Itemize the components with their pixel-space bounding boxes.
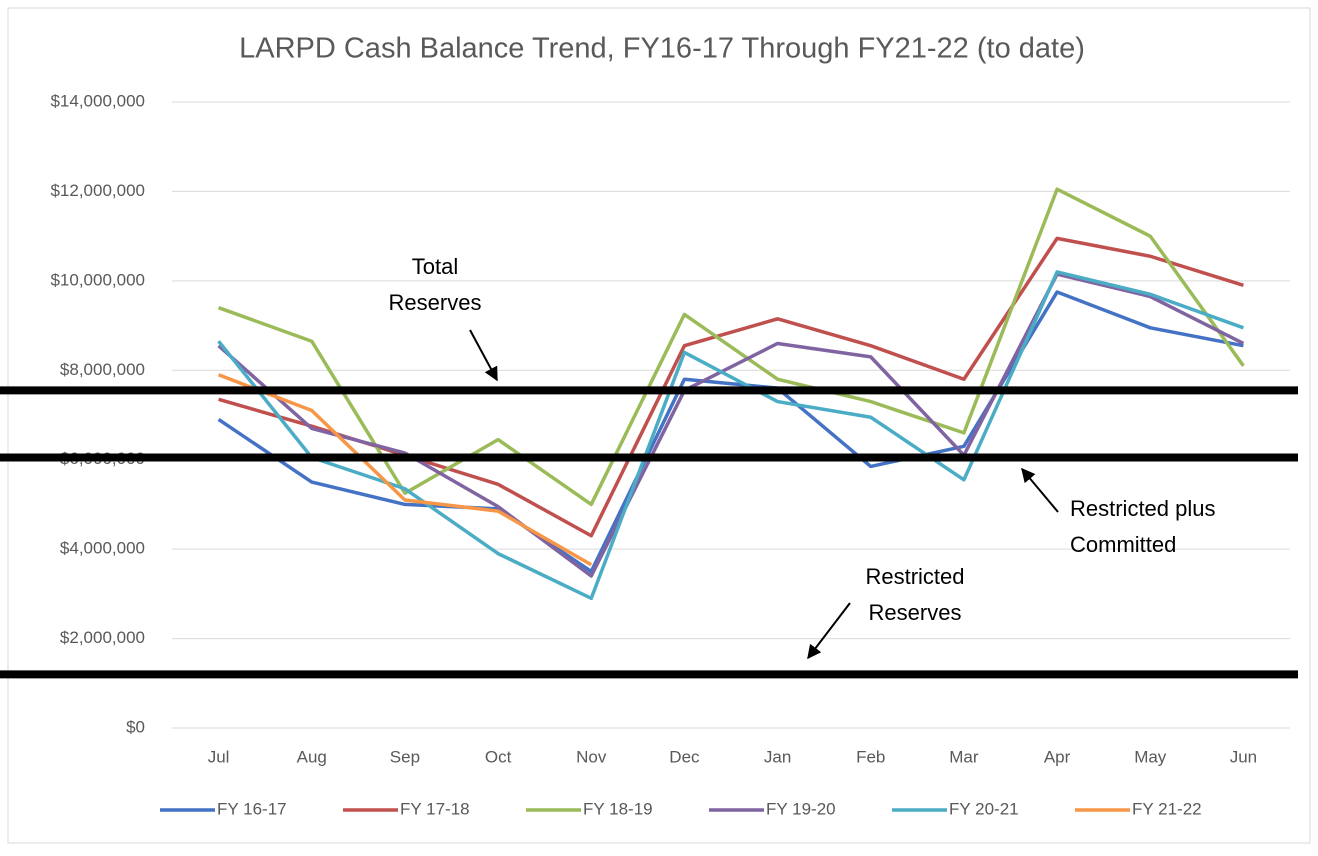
reference-lines: Total Reserves Restricted plus Committed Res… bbox=[0, 254, 1298, 679]
series-line bbox=[217, 290, 1244, 574]
legend-label: FY 21-22 bbox=[1132, 799, 1202, 818]
y-tick-label: $10,000,000 bbox=[50, 270, 145, 289]
arrow bbox=[469, 329, 498, 382]
x-tick-label: Feb bbox=[856, 747, 885, 766]
legend-label: FY 16-17 bbox=[217, 799, 287, 818]
legend-label: FY 19-20 bbox=[766, 799, 836, 818]
x-tick-label: Nov bbox=[576, 747, 607, 766]
x-tick-label: Dec bbox=[669, 747, 700, 766]
legend-label: FY 17-18 bbox=[400, 799, 470, 818]
annotation: Reserves bbox=[389, 290, 482, 315]
x-tick-label: Sep bbox=[390, 747, 420, 766]
series-line bbox=[217, 272, 1245, 578]
x-tick-label: Jan bbox=[764, 747, 791, 766]
legend-label: FY 18-19 bbox=[583, 799, 653, 818]
y-tick-label: $8,000,000 bbox=[60, 360, 145, 379]
y-tick-label: $14,000,000 bbox=[50, 91, 145, 110]
x-tick-label: May bbox=[1134, 747, 1167, 766]
annotation: Committed bbox=[1070, 532, 1176, 557]
y-tick-label: $2,000,000 bbox=[60, 628, 145, 647]
x-tick-label: Mar bbox=[949, 747, 979, 766]
series-line bbox=[217, 373, 593, 567]
chart-title: LARPD Cash Balance Trend, FY16-17 Throug… bbox=[239, 33, 1085, 65]
annotation: Restricted plus bbox=[1070, 496, 1216, 521]
x-tick-label: Aug bbox=[297, 747, 327, 766]
arrow bbox=[1021, 467, 1059, 513]
x-tick-label: Jun bbox=[1230, 747, 1257, 766]
annotation: Restricted bbox=[865, 564, 964, 589]
legend-label: FY 20-21 bbox=[949, 799, 1019, 818]
series-line bbox=[217, 187, 1245, 507]
legend: FY 16-17 FY 17-18 FY 18-19 FY 19-20 FY 20-21… bbox=[160, 799, 1202, 818]
y-tick-label: $0 bbox=[126, 717, 145, 736]
annotation: Total bbox=[412, 254, 458, 279]
annotation: Reserves bbox=[869, 600, 962, 625]
chart-border bbox=[7, 7, 1311, 844]
grid: $0$2,000,000$4,000,000$6,000,000$8,000,0… bbox=[50, 91, 1290, 766]
x-tick-label: Apr bbox=[1044, 747, 1071, 766]
y-tick-label: $4,000,000 bbox=[60, 539, 145, 558]
x-tick-label: Oct bbox=[485, 747, 512, 766]
x-tick-label: Jul bbox=[208, 747, 230, 766]
y-tick-label: $12,000,000 bbox=[50, 181, 145, 200]
series-lines bbox=[217, 187, 1245, 601]
arrow bbox=[807, 602, 851, 660]
